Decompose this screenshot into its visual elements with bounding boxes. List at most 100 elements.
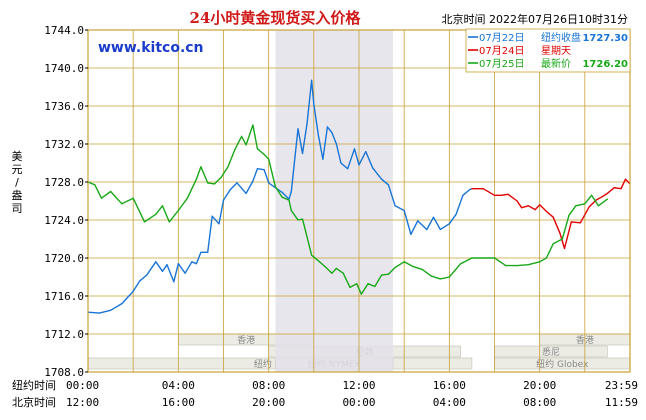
x-tick-label-ny: 12:00 xyxy=(342,379,375,392)
data-point xyxy=(234,149,236,151)
data-point xyxy=(132,197,134,199)
legend-value: 1727.30 xyxy=(582,33,628,44)
data-point xyxy=(263,169,265,171)
data-point xyxy=(313,103,315,105)
data-point xyxy=(432,216,435,218)
data-point xyxy=(218,223,220,225)
legend-desc: 最新价 xyxy=(541,57,571,70)
legend-desc: 纽约收盘 xyxy=(541,31,581,44)
y-axis-label-char: / xyxy=(15,176,19,189)
data-point xyxy=(161,205,164,207)
data-point xyxy=(559,232,561,234)
source-watermark: www.kitco.cn xyxy=(98,40,204,56)
data-point xyxy=(349,286,351,288)
data-point xyxy=(588,206,590,208)
data-point xyxy=(539,204,541,206)
x-tick-label-ny: 23:59 xyxy=(605,379,638,392)
data-point xyxy=(579,222,581,224)
data-point xyxy=(288,199,290,201)
data-point xyxy=(207,182,209,184)
legend-value: 1726.20 xyxy=(582,59,628,70)
data-point xyxy=(110,309,112,311)
y-tick-label: 1736.0 xyxy=(44,100,84,113)
x-tick-label-ny: 04:00 xyxy=(162,379,195,392)
data-point xyxy=(527,205,530,207)
data-point xyxy=(455,213,457,215)
data-point xyxy=(173,281,175,283)
data-point xyxy=(200,251,202,253)
data-point xyxy=(620,188,622,190)
y-axis-label: 美元/盎司 xyxy=(12,150,23,215)
x-tick-label-ny: 16:00 xyxy=(433,379,466,392)
frame-layer xyxy=(87,29,631,373)
x-row2-label: 北京时间 xyxy=(12,395,56,409)
data-point xyxy=(360,293,362,295)
x-tick-label-bj: 04:00 xyxy=(433,396,466,409)
x-row1-label: 纽约时间 xyxy=(12,378,56,392)
y-tick-label: 1724.0 xyxy=(44,214,84,227)
data-point xyxy=(387,273,389,275)
data-point xyxy=(448,276,450,278)
series-layer xyxy=(87,79,631,314)
data-point xyxy=(606,198,609,200)
chart-title: 24小时黄金现货买入价格 xyxy=(190,9,362,27)
data-point xyxy=(143,221,146,223)
data-point xyxy=(256,148,258,150)
data-point xyxy=(213,183,216,185)
data-point xyxy=(335,143,337,145)
data-point xyxy=(505,265,507,267)
data-point xyxy=(356,283,358,285)
series-line xyxy=(471,178,631,250)
data-point xyxy=(552,216,554,218)
x-tick-label-bj: 12:00 xyxy=(66,396,99,409)
data-point xyxy=(591,194,593,196)
data-point xyxy=(469,189,471,191)
data-point xyxy=(471,188,473,190)
data-point xyxy=(161,270,164,272)
data-point xyxy=(534,209,536,211)
data-point xyxy=(252,180,254,182)
data-point xyxy=(229,189,231,191)
data-point xyxy=(195,263,197,265)
data-point xyxy=(430,275,432,277)
data-point xyxy=(353,148,356,150)
data-point xyxy=(575,205,577,207)
data-point xyxy=(570,221,572,223)
data-point xyxy=(301,152,304,155)
data-point xyxy=(301,218,304,220)
legend-date: 07月25日 xyxy=(479,58,524,70)
data-point xyxy=(539,261,541,263)
session-label: 香港 xyxy=(237,334,255,346)
data-point xyxy=(394,266,396,269)
nymex-band xyxy=(275,30,393,372)
timestamp-text: 北京时间 2022年07月26日10时31分 xyxy=(442,12,628,26)
data-point xyxy=(439,228,441,231)
legend-desc: 星期天 xyxy=(541,45,571,57)
plot-frame xyxy=(87,29,631,373)
data-point xyxy=(146,274,148,276)
data-point xyxy=(507,193,509,195)
data-point xyxy=(387,184,389,186)
legend-box xyxy=(465,28,631,73)
data-point xyxy=(367,283,369,285)
data-point xyxy=(606,192,609,194)
data-point xyxy=(168,221,170,223)
legend: 07月22日 纽约收盘 1727.30 07月24日 星期天 07月25日 最新价 1726.… xyxy=(465,28,631,73)
session-label: 悉尼 xyxy=(542,346,560,358)
x-tick-label-bj: 11:59 xyxy=(605,396,638,409)
data-point xyxy=(331,132,333,134)
x-tick-label-bj: 08:00 xyxy=(523,396,556,409)
x-tick-label-bj: 00:00 xyxy=(342,396,375,409)
y-tick-label: 1740.0 xyxy=(44,62,84,75)
x-tick-label-ny: 20:00 xyxy=(523,379,556,392)
data-point xyxy=(94,184,96,186)
data-point xyxy=(290,190,292,193)
data-point xyxy=(597,205,600,207)
data-point xyxy=(306,122,308,124)
data-point xyxy=(410,233,412,235)
data-point xyxy=(545,257,548,259)
data-point xyxy=(281,191,283,193)
data-point xyxy=(381,178,383,180)
x-tick-label-bj: 16:00 xyxy=(162,396,195,409)
data-point xyxy=(347,168,349,170)
